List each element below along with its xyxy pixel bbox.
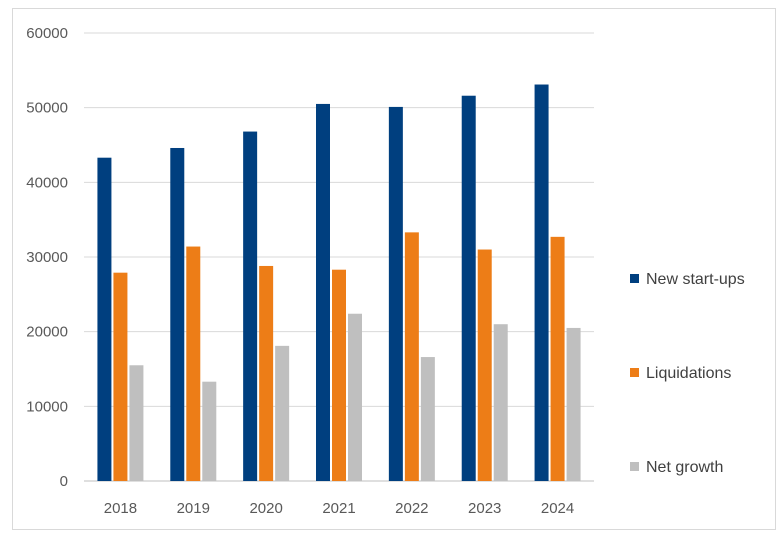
x-tick-label: 2024	[541, 500, 574, 517]
bar-new-start-ups-2019	[170, 147, 185, 481]
x-tick-label: 2020	[249, 500, 282, 517]
x-tick-label: 2021	[322, 500, 355, 517]
legend: New start-ups Liquidations Net growth	[630, 271, 745, 476]
legend-swatch	[630, 368, 639, 377]
legend-swatch	[630, 274, 639, 283]
bar-liquidations-2018	[113, 272, 128, 481]
bar-new-start-ups-2021	[316, 103, 330, 481]
bar-new-start-ups-2018	[97, 157, 112, 481]
y-tick-label: 20000	[26, 324, 68, 341]
y-axis-labels: 0 10000 20000 30000 40000 50000 60000	[26, 25, 68, 490]
x-tick-label: 2018	[104, 500, 137, 517]
bar-net-growth-2018	[129, 365, 144, 481]
bar-new-start-ups-2022	[388, 106, 403, 482]
bar-net-growth-2020	[275, 345, 290, 481]
bar-net-growth-2022	[420, 357, 435, 481]
legend-label: Net growth	[646, 459, 723, 476]
bar-liquidations-2024	[550, 236, 565, 481]
chart-frame	[12, 8, 776, 530]
legend-label: Liquidations	[646, 365, 731, 382]
bar-new-start-ups-2024	[534, 84, 549, 482]
y-tick-label: 40000	[26, 174, 68, 191]
bar-liquidations-2023	[477, 249, 492, 481]
bar-liquidations-2020	[259, 265, 274, 481]
bar-new-start-ups-2020	[243, 131, 258, 481]
bar-net-growth-2024	[566, 327, 581, 481]
y-tick-label: 60000	[26, 25, 68, 42]
y-tick-label: 30000	[26, 249, 68, 266]
legend-label: New start-ups	[646, 271, 745, 288]
bar-new-start-ups-2023	[461, 95, 476, 481]
x-tick-label: 2023	[468, 500, 501, 517]
bar-net-growth-2023	[493, 324, 508, 481]
bar-liquidations-2019	[186, 246, 201, 481]
x-axis-labels: 2018 2019 2020 2021 2022 2023 2024	[104, 500, 575, 517]
bar-liquidations-2021	[332, 269, 346, 481]
x-tick-label: 2019	[177, 500, 210, 517]
bar-net-growth-2021	[348, 313, 362, 481]
gridlines	[84, 32, 594, 482]
x-tick-label: 2022	[395, 500, 428, 517]
y-tick-label: 0	[60, 473, 68, 490]
bars	[97, 84, 581, 482]
y-tick-label: 50000	[26, 100, 68, 117]
bar-liquidations-2022	[404, 232, 419, 481]
bar-net-growth-2019	[202, 381, 217, 481]
y-tick-label: 10000	[26, 398, 68, 415]
legend-swatch	[630, 462, 639, 471]
